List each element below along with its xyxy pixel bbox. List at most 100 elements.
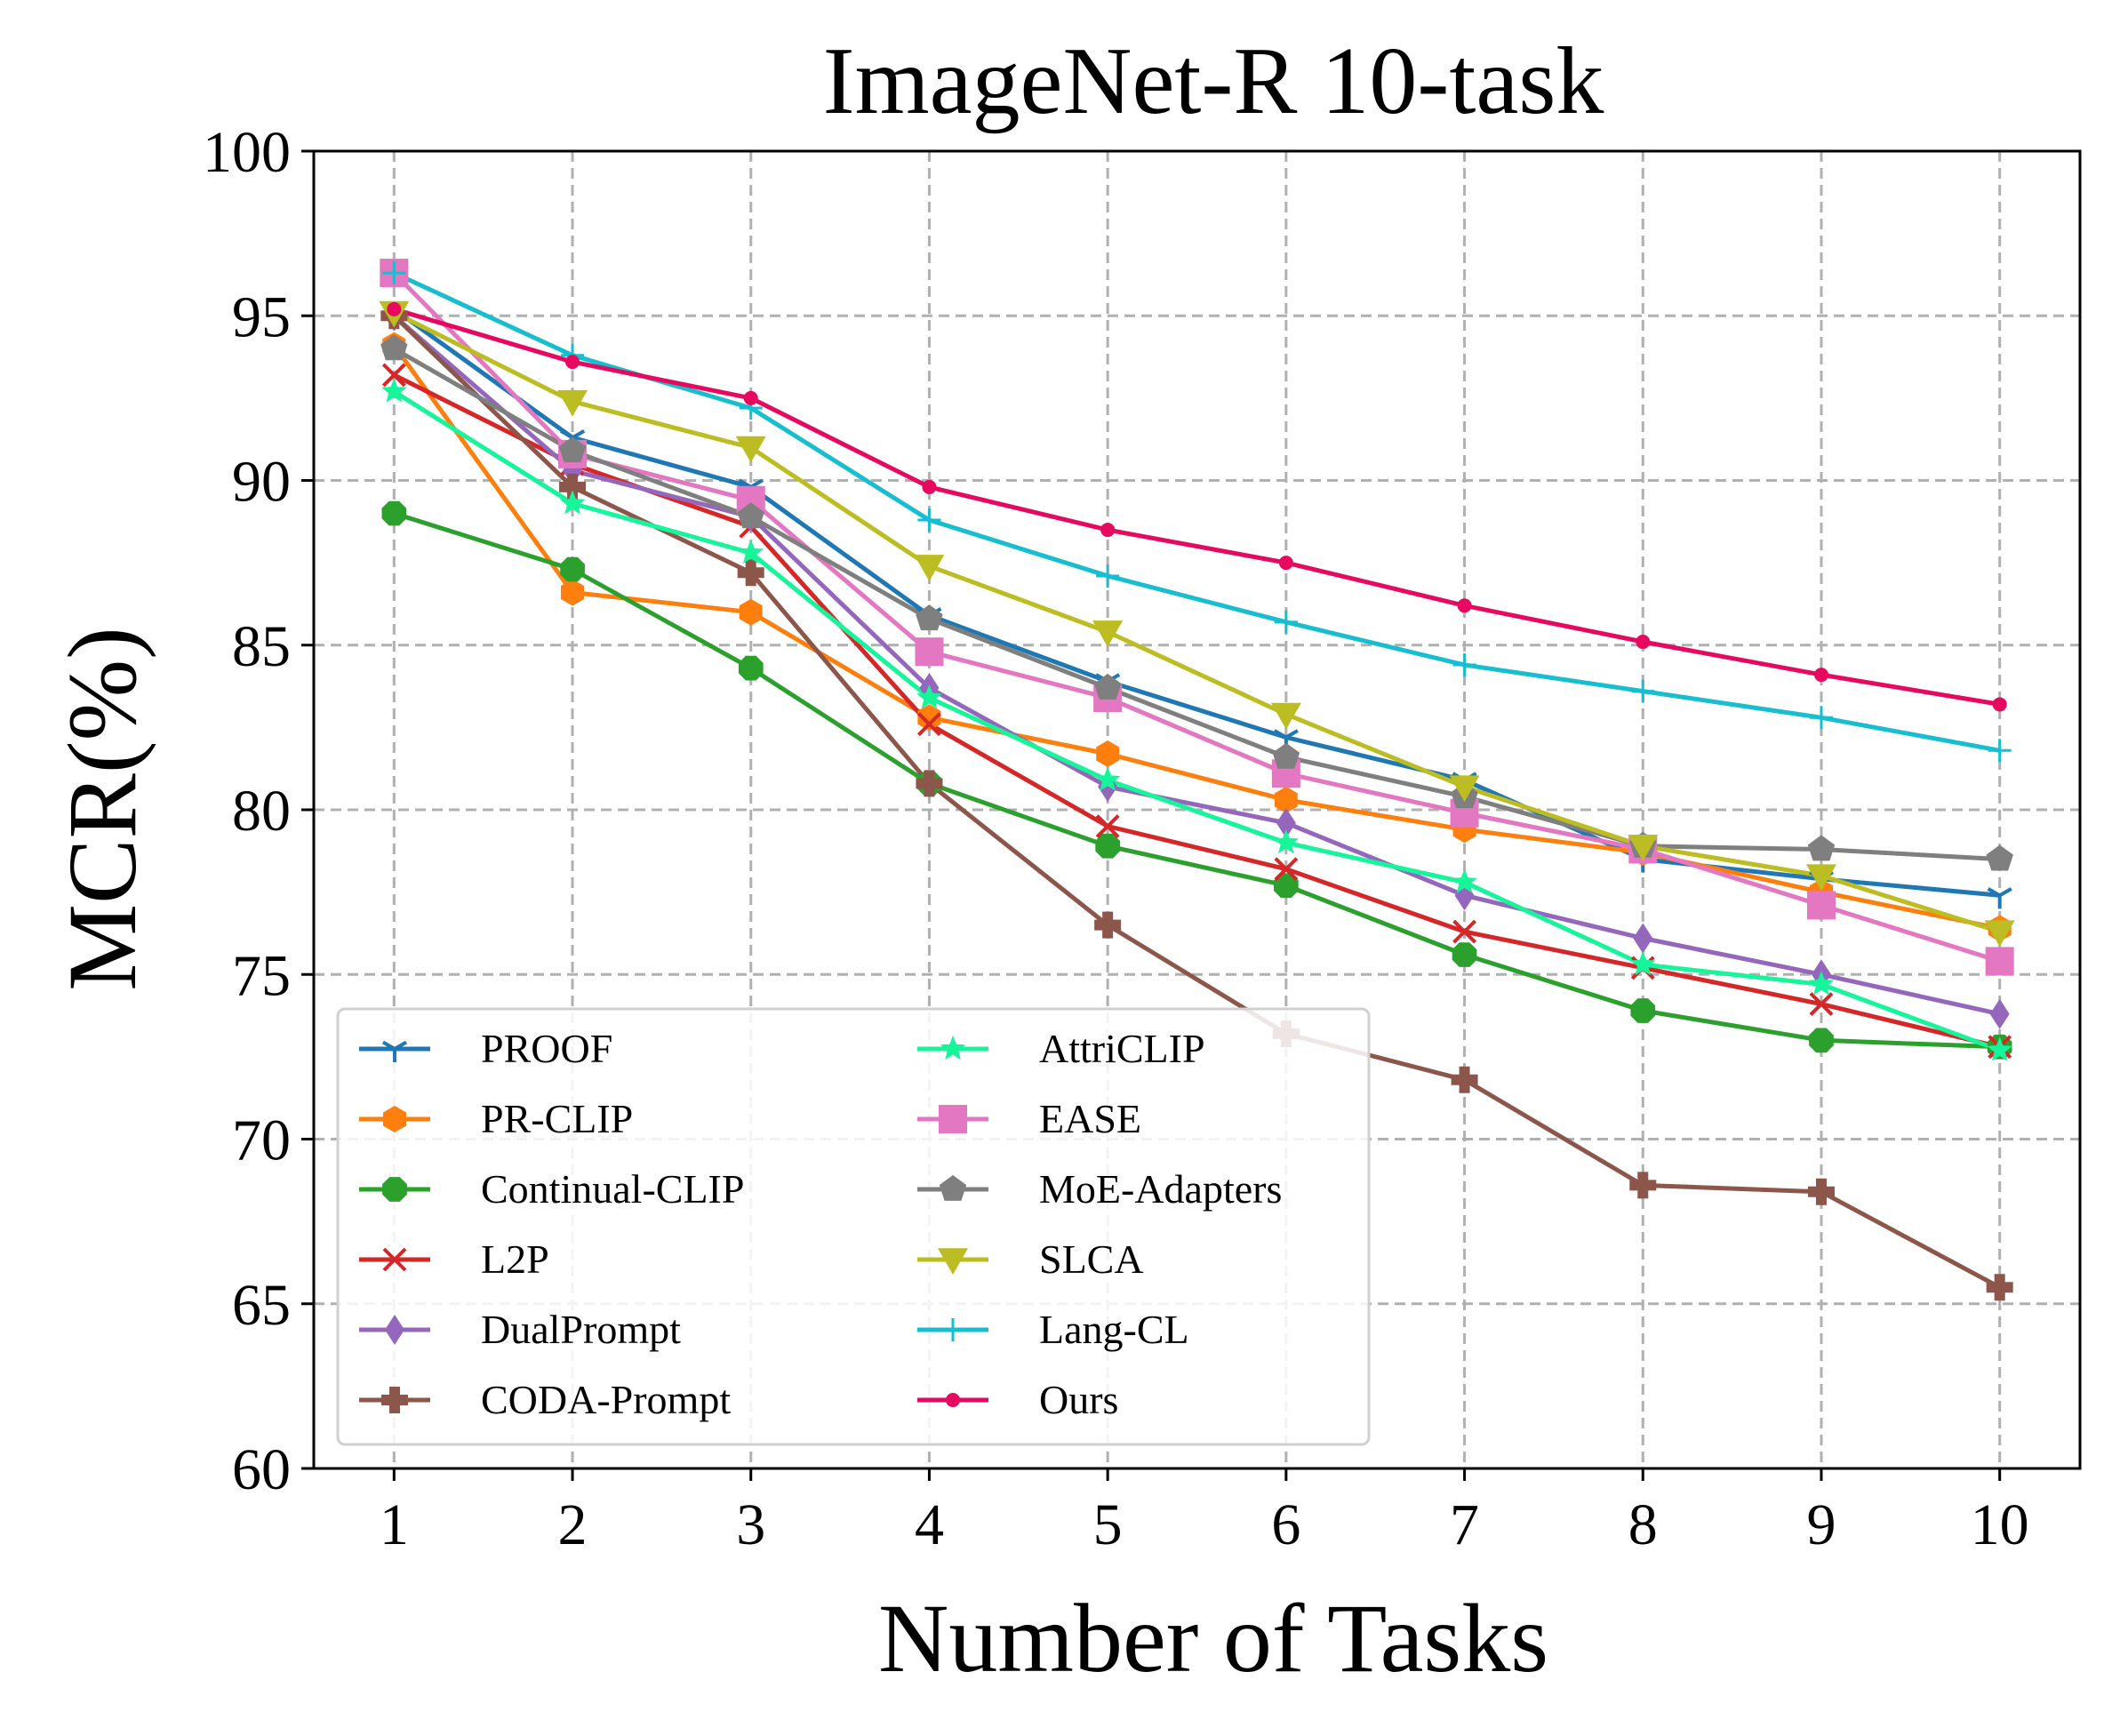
y-tick-label: 80 (232, 779, 291, 844)
legend-item-moe-adapters: MoE-Adapters (917, 1166, 1282, 1212)
data-point-attriclip-7 (1452, 868, 1477, 893)
data-point-lang-cl-8 (1631, 679, 1655, 703)
data-point-pr-clip-3 (739, 598, 763, 626)
data-point-coda-prompt-3 (737, 559, 764, 587)
legend-marker-pr-clip (383, 1106, 406, 1132)
series-line-pr-clip (392, 344, 2001, 931)
legend-marker-proof (381, 1040, 408, 1062)
legend-item-attriclip: AttriCLIP (917, 1026, 1205, 1071)
data-point-continual-clip-3 (738, 655, 764, 681)
data-point-lang-cl-4 (917, 508, 941, 532)
series-line-ours (393, 307, 2001, 707)
legend-box (336, 1007, 1371, 1446)
data-point-ours-2 (565, 355, 580, 370)
legend-item-continual-clip: Continual-CLIP (359, 1166, 744, 1212)
data-point-dualprompt-10 (1989, 998, 2010, 1029)
legend-item-coda-prompt: CODA-Prompt (359, 1377, 731, 1422)
data-point-dualprompt-6 (1276, 807, 1296, 838)
data-point-slca-2 (557, 389, 588, 417)
data-point-attriclip-4 (916, 684, 942, 709)
series-line-slca (393, 310, 2001, 934)
legend-label-slca: SLCA (1039, 1236, 1144, 1282)
data-point-moe-adapters-1 (380, 334, 408, 361)
data-point-moe-adapters-5 (1093, 673, 1122, 700)
data-point-slca-4 (914, 555, 945, 581)
series-markers-ours (387, 301, 2007, 712)
y-tick-label: 85 (232, 614, 291, 679)
x-tick-label: 8 (1628, 1492, 1658, 1557)
legend-marker-l2p (382, 1247, 407, 1272)
data-point-pr-clip-6 (1274, 786, 1298, 813)
legend-label-attriclip: AttriCLIP (1039, 1026, 1205, 1071)
data-point-slca-3 (735, 436, 766, 463)
legend-item-l2p: L2P (359, 1236, 549, 1282)
data-point-coda-prompt-7 (1451, 1066, 1478, 1093)
legend-marker-slca (938, 1248, 968, 1275)
data-point-coda-prompt-9 (1807, 1178, 1835, 1205)
data-point-pr-clip-2 (561, 579, 584, 606)
legend-item-lang-cl: Lang-CL (917, 1307, 1189, 1352)
data-point-lang-cl-6 (1274, 610, 1298, 634)
data-point-lang-cl-7 (1452, 652, 1476, 676)
y-axis-ticks: 60 65 70 75 80 85 90 95 100 (203, 120, 314, 1502)
data-point-l2p-1 (381, 363, 406, 388)
data-point-attriclip-6 (1273, 829, 1300, 854)
x-tick-label: 2 (558, 1492, 588, 1557)
y-tick-label: 75 (232, 943, 291, 1008)
legend-item-dualprompt: DualPrompt (359, 1307, 681, 1352)
series-line-continual-clip (393, 511, 2000, 1050)
legend-item-ours: Ours (917, 1377, 1118, 1422)
data-point-ease-4 (915, 637, 944, 667)
legend-marker-moe-adapters (939, 1175, 967, 1201)
data-point-attriclip-2 (559, 490, 586, 515)
data-point-continual-clip-8 (1630, 998, 1656, 1023)
data-point-moe-adapters-10 (1986, 844, 2013, 871)
legend-label-l2p: L2P (481, 1236, 549, 1282)
legend-marker-attriclip (940, 1036, 966, 1060)
series-line-ease (392, 271, 2001, 964)
data-point-continual-clip-6 (1274, 873, 1299, 899)
data-point-ease-10 (1985, 947, 2014, 976)
data-point-continual-clip-7 (1452, 942, 1477, 967)
x-tick-label: 1 (380, 1492, 409, 1557)
data-point-attriclip-1 (381, 378, 407, 403)
x-axis-label: Number of Tasks (878, 1584, 1548, 1692)
data-point-continual-clip-5 (1095, 833, 1120, 859)
legend-item-slca: SLCA (917, 1236, 1144, 1282)
legend-label-ease: EASE (1039, 1096, 1141, 1141)
legend-item-proof: PROOF (359, 1026, 612, 1071)
data-point-lang-cl-9 (1809, 706, 1833, 730)
data-point-pr-clip-5 (1096, 740, 1120, 767)
data-point-attriclip-8 (1630, 951, 1656, 976)
x-tick-label: 7 (1450, 1492, 1479, 1557)
data-point-attriclip-3 (738, 540, 764, 564)
x-axis-ticks: 1 2 3 4 5 6 7 8 9 10 (380, 1468, 2029, 1557)
legend-label-pr-clip: PR-CLIP (481, 1096, 633, 1141)
data-point-moe-adapters-6 (1272, 742, 1300, 769)
data-point-ours-1 (387, 301, 402, 316)
y-tick-label: 70 (232, 1108, 291, 1173)
y-axis-label: MCR(%) (48, 627, 156, 990)
series-markers (379, 259, 2015, 1301)
series-line-dualprompt (392, 314, 2001, 1017)
data-point-l2p-6 (1274, 857, 1299, 882)
data-point-ours-5 (1100, 523, 1116, 538)
data-point-continual-clip-2 (560, 556, 585, 582)
data-point-l2p-7 (1452, 919, 1476, 944)
legend-item-pr-clip: PR-CLIP (359, 1096, 633, 1141)
series-markers-attriclip (381, 378, 2012, 1061)
series-line-proof (392, 307, 2000, 898)
data-point-attriclip-10 (1987, 1036, 2012, 1061)
legend-label-ours: Ours (1039, 1377, 1118, 1422)
data-point-attriclip-9 (1808, 971, 1835, 996)
data-point-coda-prompt-8 (1629, 1172, 1657, 1199)
x-tick-label: 6 (1271, 1492, 1300, 1557)
data-point-attriclip-5 (1094, 766, 1121, 791)
x-tick-label: 9 (1806, 1492, 1836, 1557)
data-point-slca-10 (1984, 920, 2015, 948)
legend-marker-coda-prompt (381, 1387, 408, 1413)
data-point-moe-adapters-4 (916, 604, 943, 631)
series-lines (392, 270, 2001, 1290)
